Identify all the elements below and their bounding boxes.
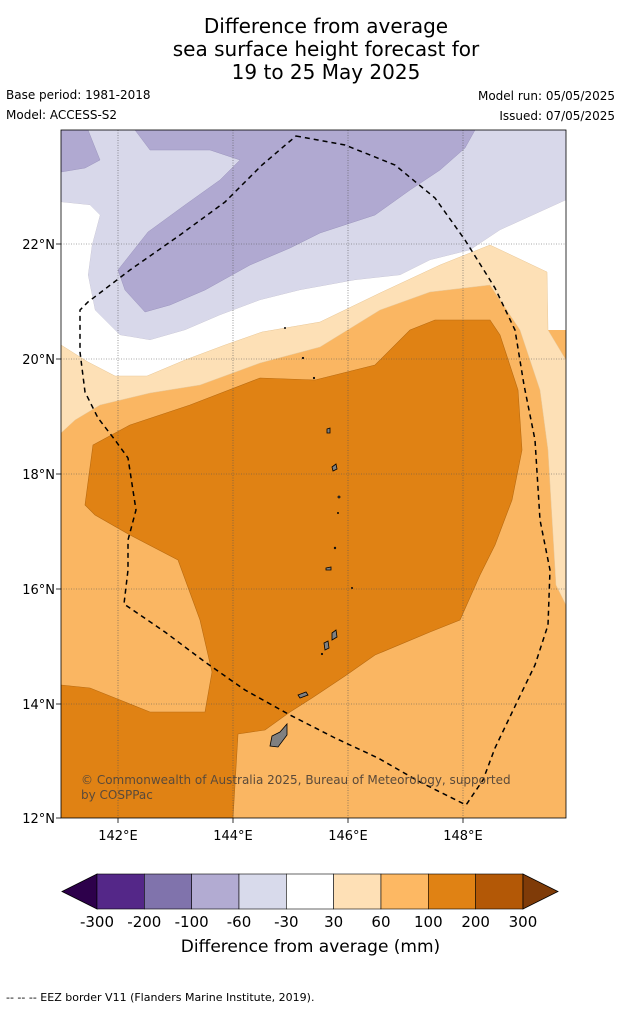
island-rota [297, 691, 309, 699]
colorbar-segment [380, 873, 429, 910]
island-small-8 [320, 652, 324, 656]
contour-negative-mid [61, 130, 101, 173]
lon-label-146: 146°E [328, 829, 368, 844]
colorbar-tick-label: 60 [371, 913, 390, 931]
colorbar: -300 -200 -100 -60 -30 30 60 100 200 300 [61, 873, 559, 931]
island-small-3 [336, 512, 339, 515]
colorbar-segment [191, 873, 240, 910]
title-line-2: sea surface height forecast for [172, 37, 480, 61]
colorbar-tick-label: -300 [80, 913, 114, 931]
lon-label-144: 144°E [213, 829, 253, 844]
colorbar-title: Difference from average (mm) [180, 937, 441, 957]
lat-label-22: 22°N [22, 238, 55, 253]
colorbar-segment [96, 873, 145, 910]
colorbar-tick-label: -30 [274, 913, 299, 931]
contour-negative-mid-2 [117, 130, 476, 313]
island-saipan [331, 629, 338, 641]
lat-label-14: 14°N [22, 698, 55, 713]
colorbar-segment [428, 873, 476, 910]
copyright-line-1: © Commonwealth of Australia 2025, Bureau… [81, 773, 511, 787]
contour-30-60 [61, 244, 566, 606]
lat-label-12: 12°N [22, 812, 55, 827]
island-pagan [331, 463, 338, 472]
issued-date: Issued: 07/05/2025 [499, 109, 615, 123]
chart-title: Difference from average sea surface heig… [0, 15, 621, 84]
base-period: Base period: 1981-2018 [6, 88, 151, 102]
lat-label-20: 20°N [22, 353, 55, 368]
title-line-3: 19 to 25 May 2025 [231, 60, 421, 84]
colorbar-extend-low [61, 873, 98, 910]
map-figure: © Commonwealth of Australia 2025, Bureau… [22, 129, 567, 931]
colorbar-segment [333, 873, 382, 910]
colorbar-segment [475, 873, 524, 910]
colorbar-tick-label: 100 [414, 913, 443, 931]
island-agrihan [326, 427, 331, 434]
colorbar-extend-high [522, 873, 559, 910]
colorbar-segment [238, 873, 287, 910]
island-small-2 [333, 546, 337, 550]
axis-ticks [56, 243, 464, 823]
island-guam [269, 722, 288, 748]
colorbar-tick-label: -200 [127, 913, 161, 931]
island-small-7 [283, 326, 286, 329]
title-line-1: Difference from average [203, 14, 449, 38]
island-anatahan [325, 566, 332, 571]
eez-footnote: -- -- -- EEZ border V11 (Flanders Marine… [6, 991, 315, 1004]
model-run: Model run: 05/05/2025 [477, 89, 615, 103]
lat-label-16: 16°N [22, 583, 55, 598]
island-small-1 [337, 495, 341, 499]
colorbar-tick-label: 300 [509, 913, 538, 931]
model-name: Model: ACCESS-S2 [6, 108, 118, 122]
island-tinian [323, 640, 330, 651]
gridlines [61, 130, 566, 818]
colorbar-segment [286, 873, 334, 910]
contour-near-zero [61, 200, 566, 376]
contour-100-200 [61, 319, 523, 818]
map-plot-area: © Commonwealth of Australia 2025, Bureau… [61, 130, 566, 818]
island-small-4 [350, 587, 353, 590]
colorbar-tick-label: -100 [175, 913, 209, 931]
lat-label-18: 18°N [22, 468, 55, 483]
island-small-6 [312, 376, 316, 380]
colorbar-tick-label: -60 [227, 913, 252, 931]
island-small-5 [301, 356, 305, 360]
islands [269, 326, 353, 748]
lon-label-142: 142°E [98, 829, 138, 844]
colorbar-segment [144, 873, 192, 910]
lon-label-148: 148°E [443, 829, 483, 844]
colorbar-tick-label: 30 [324, 913, 343, 931]
copyright-line-2: by COSPPac [81, 788, 153, 802]
colorbar-tick-label: 200 [461, 913, 490, 931]
